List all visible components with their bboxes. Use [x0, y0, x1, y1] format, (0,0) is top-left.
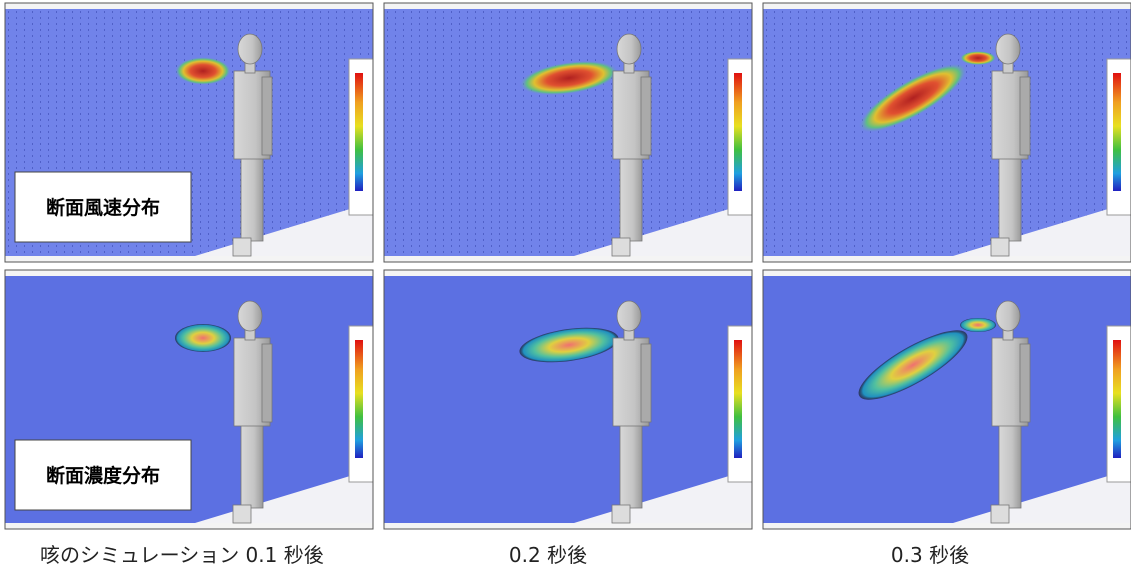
plume	[960, 51, 996, 65]
panel	[384, 3, 752, 262]
bottom-bar	[384, 523, 752, 529]
foot	[612, 505, 630, 523]
leg	[241, 420, 263, 508]
leg	[620, 153, 642, 241]
colorbar	[734, 73, 742, 191]
foot	[612, 238, 630, 256]
plume	[960, 318, 996, 332]
colorbar	[734, 340, 742, 458]
bottom-bar	[5, 256, 373, 262]
panel	[384, 270, 752, 529]
colorbar	[1113, 340, 1121, 458]
bottom-bar	[763, 523, 1131, 529]
page: 断面風速分布 断面濃度分布 咳のシミュレーション 0.1 秒後 0.2 秒後 0…	[0, 0, 1131, 574]
leg	[999, 420, 1021, 508]
figure: 断面風速分布 断面濃度分布 咳のシミュレーション 0.1 秒後 0.2 秒後 0…	[0, 0, 1131, 574]
arm	[641, 344, 651, 422]
row-label: 断面風速分布	[46, 196, 160, 219]
bottom-bar	[5, 523, 373, 529]
foot	[233, 238, 251, 256]
panel-content	[384, 270, 752, 529]
arm	[641, 77, 651, 155]
bottom-bar	[384, 256, 752, 262]
head	[996, 34, 1020, 64]
top-bar	[5, 270, 373, 276]
colorbar	[355, 340, 363, 458]
panel-content	[384, 3, 752, 262]
panel-content	[763, 270, 1131, 529]
head	[238, 34, 262, 64]
row-label: 断面濃度分布	[46, 464, 160, 487]
bottom-bar	[763, 256, 1131, 262]
arm	[1020, 344, 1030, 422]
head	[617, 34, 641, 64]
leg	[999, 153, 1021, 241]
top-bar	[384, 3, 752, 9]
leg	[620, 420, 642, 508]
label-box: 断面濃度分布	[15, 440, 191, 510]
head	[617, 301, 641, 331]
arm	[262, 77, 272, 155]
panel	[763, 270, 1131, 529]
head	[238, 301, 262, 331]
top-bar	[5, 3, 373, 9]
caption: 0.2 秒後	[509, 543, 587, 567]
foot	[233, 505, 251, 523]
plume	[175, 324, 231, 352]
plume	[175, 57, 231, 85]
colorbar	[1113, 73, 1121, 191]
top-bar	[763, 3, 1131, 9]
leg	[241, 153, 263, 241]
arm	[262, 344, 272, 422]
panel-content	[763, 3, 1131, 262]
arm	[1020, 77, 1030, 155]
label-box: 断面風速分布	[15, 172, 191, 242]
foot	[991, 505, 1009, 523]
colorbar	[355, 73, 363, 191]
head	[996, 301, 1020, 331]
top-bar	[384, 270, 752, 276]
caption: 0.3 秒後	[891, 543, 969, 567]
caption: 咳のシミュレーション 0.1 秒後	[40, 543, 324, 567]
foot	[991, 238, 1009, 256]
panel	[763, 3, 1131, 262]
top-bar	[763, 270, 1131, 276]
